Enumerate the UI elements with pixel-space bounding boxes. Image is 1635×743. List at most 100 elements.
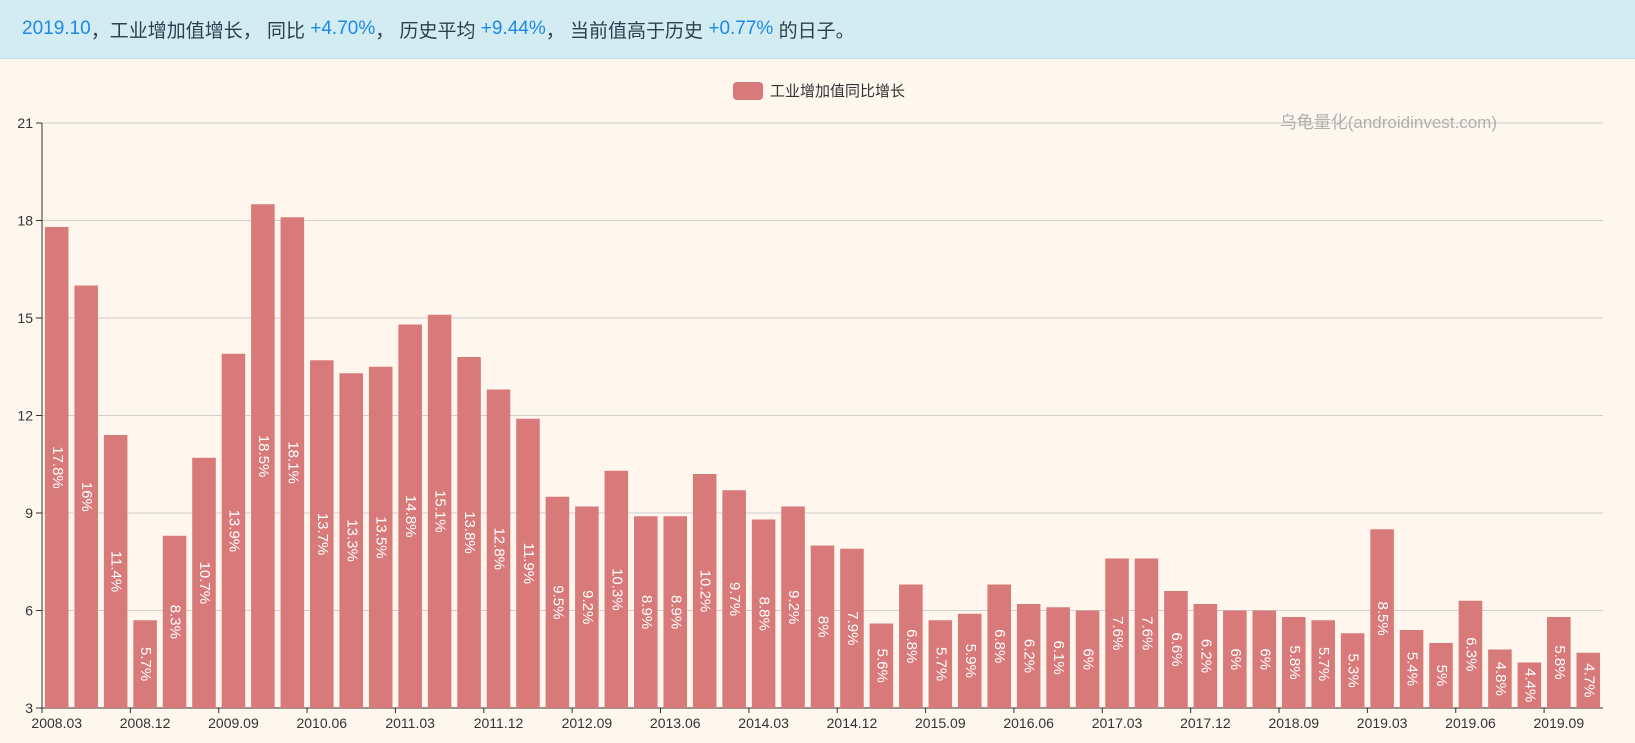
bar	[1281, 617, 1306, 708]
bar	[1576, 652, 1601, 708]
x-tick-label: 2008.12	[120, 715, 171, 731]
bar-data-label: 5.8%	[1286, 645, 1303, 679]
bar	[74, 285, 98, 708]
bar-data-label: 9.2%	[579, 590, 596, 624]
bar-data-label: 8.9%	[667, 595, 684, 629]
bar	[928, 620, 953, 708]
bar	[1075, 610, 1100, 708]
y-tick-label: 21	[17, 115, 33, 131]
bar-data-label: 4.4%	[1521, 668, 1538, 702]
bar-data-label: 8.9%	[638, 595, 655, 629]
bar	[221, 353, 246, 708]
x-tick-label: 2011.12	[474, 715, 524, 731]
bar-data-label: 6.2%	[1021, 639, 1038, 673]
bar-data-label: 17.8%	[49, 446, 66, 489]
bar	[692, 474, 717, 708]
bar	[280, 217, 305, 708]
x-tick-label: 2017.12	[1180, 715, 1231, 731]
bar-data-label: 13.9%	[225, 510, 242, 553]
bar	[1399, 630, 1424, 708]
bar	[899, 584, 923, 708]
bar-data-label: 18.5%	[255, 435, 272, 478]
bar-data-label: 12.8%	[491, 527, 508, 570]
bar-data-label: 10.3%	[608, 568, 625, 611]
bar-data-label: 6.3%	[1462, 637, 1479, 671]
bar-data-label: 8.5%	[1374, 602, 1391, 636]
bar-data-label: 7.9%	[844, 611, 861, 645]
bar	[1458, 600, 1483, 708]
bar	[368, 366, 393, 708]
bar-data-label: 6.2%	[1197, 639, 1214, 673]
bar	[545, 496, 570, 708]
bar-data-label: 11.4%	[108, 551, 125, 592]
bar	[1340, 633, 1365, 708]
bar-data-label: 13.8%	[461, 511, 478, 554]
bar-data-label: 5.4%	[1404, 652, 1421, 686]
bar	[663, 516, 688, 708]
bar	[604, 470, 629, 708]
x-tick-label: 2009.09	[208, 715, 259, 731]
x-tick-label: 2011.03	[385, 715, 435, 731]
y-tick-label: 15	[17, 310, 33, 326]
x-tick-label: 2010.06	[296, 715, 347, 731]
x-tick-label: 2012.09	[562, 715, 613, 731]
bar-data-label: 16%	[78, 482, 95, 512]
banner-yoy-value: +4.70%	[310, 18, 376, 39]
bar	[1517, 662, 1542, 708]
x-tick-label: 2019.03	[1357, 715, 1408, 731]
y-tick-label: 12	[17, 408, 33, 424]
bar	[634, 516, 658, 708]
banner-subject: ，工业增加值增长， 同比	[90, 20, 311, 42]
bar	[1370, 529, 1394, 708]
bar	[457, 357, 481, 708]
bar-data-label: 18.1%	[284, 441, 301, 484]
banner-current-label: ， 当前值高于历史	[545, 20, 709, 42]
banner-suffix: 的日子。	[773, 20, 855, 42]
legend-swatch	[733, 82, 763, 100]
x-tick-label: 2014.03	[738, 715, 789, 731]
bar-data-label: 5.8%	[1551, 645, 1568, 679]
bar-data-label: 6%	[1227, 648, 1244, 670]
bar-data-label: 5.7%	[1315, 647, 1332, 681]
bar	[751, 519, 776, 708]
bar	[1134, 558, 1159, 708]
x-tick-label: 2015.09	[915, 715, 966, 731]
y-tick-label: 9	[25, 505, 33, 521]
bar-data-label: 6.8%	[903, 629, 920, 663]
bar-data-label: 9.5%	[549, 585, 566, 619]
bar	[103, 435, 128, 708]
bar	[1105, 558, 1129, 708]
bar-data-label: 10.2%	[697, 570, 714, 613]
bar	[722, 490, 746, 708]
x-tick-label: 2019.09	[1534, 715, 1585, 731]
y-tick-label: 3	[25, 700, 33, 716]
bar	[192, 457, 216, 708]
bar	[1252, 610, 1277, 708]
banner-above-value: +0.77%	[708, 18, 774, 39]
bar-data-label: 7.6%	[1139, 616, 1156, 650]
bar	[310, 360, 334, 708]
bar-data-label: 5.3%	[1345, 654, 1362, 688]
bar-data-label: 9.2%	[785, 590, 802, 624]
bar	[810, 545, 835, 708]
bar	[1547, 617, 1571, 708]
x-tick-label: 2016.06	[1003, 715, 1054, 731]
bar	[251, 204, 275, 708]
bar-data-label: 8.3%	[167, 605, 184, 639]
banner-hist-avg: +9.44%	[480, 18, 546, 39]
banner-date: 2019.10	[22, 18, 91, 39]
bar-data-label: 5.7%	[137, 647, 154, 681]
y-tick-label: 18	[17, 213, 33, 229]
bar-data-label: 6%	[1080, 648, 1097, 670]
bar-data-label: 8.8%	[756, 597, 773, 631]
bar-data-label: 5.9%	[962, 644, 979, 678]
bar	[957, 613, 982, 708]
bar-data-label: 13.5%	[373, 516, 390, 559]
x-tick-label: 2019.06	[1445, 715, 1496, 731]
bar	[1223, 610, 1247, 708]
bar-data-label: 14.8%	[402, 495, 419, 538]
bar	[1046, 607, 1070, 708]
watermark: 乌龟量化(androidinvest.com)	[1280, 113, 1497, 132]
bar-data-label: 5.6%	[873, 649, 890, 683]
x-tick-label: 2014.12	[827, 715, 878, 731]
